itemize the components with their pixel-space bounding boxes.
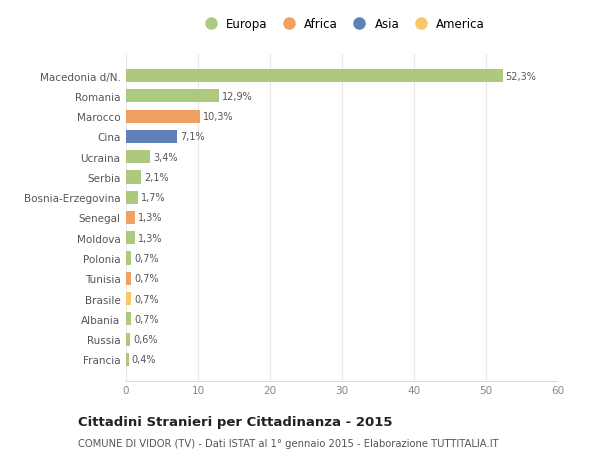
Text: 3,4%: 3,4% — [154, 152, 178, 162]
Text: 0,7%: 0,7% — [134, 314, 158, 324]
Legend: Europa, Africa, Asia, America: Europa, Africa, Asia, America — [197, 15, 487, 33]
Text: 12,9%: 12,9% — [222, 92, 253, 102]
Text: 52,3%: 52,3% — [505, 72, 536, 81]
Bar — [126, 333, 130, 346]
Text: 0,7%: 0,7% — [134, 294, 158, 304]
Text: 1,7%: 1,7% — [141, 193, 166, 203]
Text: 10,3%: 10,3% — [203, 112, 233, 122]
Bar — [126, 70, 503, 83]
Text: 0,7%: 0,7% — [134, 253, 158, 263]
Bar — [126, 171, 141, 184]
Bar — [126, 130, 177, 144]
Bar — [126, 110, 200, 123]
Bar — [126, 353, 129, 366]
Text: 1,3%: 1,3% — [138, 213, 163, 223]
Bar — [126, 232, 136, 245]
Bar — [126, 252, 131, 265]
Bar — [126, 90, 219, 103]
Text: 7,1%: 7,1% — [180, 132, 205, 142]
Text: 0,4%: 0,4% — [132, 355, 156, 364]
Bar — [126, 212, 136, 224]
Bar — [126, 292, 131, 306]
Bar — [126, 151, 151, 164]
Text: 2,1%: 2,1% — [144, 173, 169, 183]
Text: 1,3%: 1,3% — [138, 233, 163, 243]
Bar — [126, 313, 131, 326]
Text: 0,6%: 0,6% — [133, 334, 158, 344]
Text: Cittadini Stranieri per Cittadinanza - 2015: Cittadini Stranieri per Cittadinanza - 2… — [78, 415, 392, 428]
Text: COMUNE DI VIDOR (TV) - Dati ISTAT al 1° gennaio 2015 - Elaborazione TUTTITALIA.I: COMUNE DI VIDOR (TV) - Dati ISTAT al 1° … — [78, 438, 499, 448]
Bar — [126, 272, 131, 285]
Bar — [126, 191, 138, 204]
Text: 0,7%: 0,7% — [134, 274, 158, 284]
